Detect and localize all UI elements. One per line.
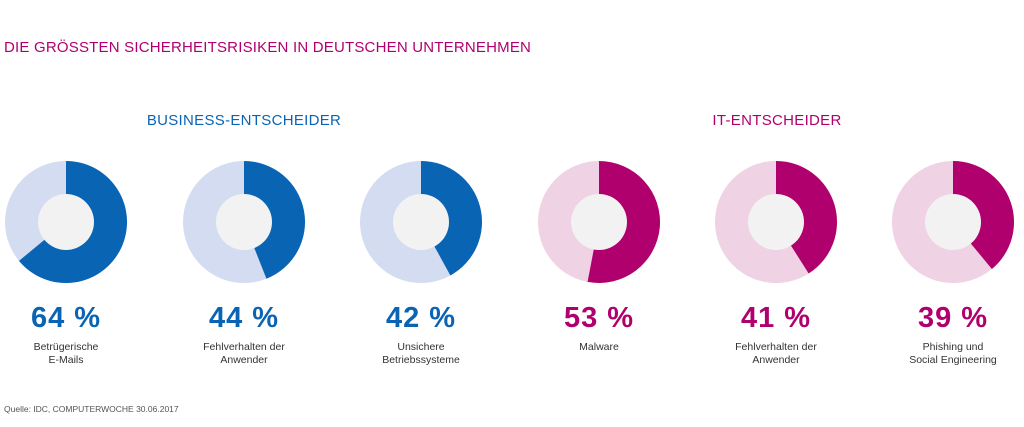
category-label-fehlverhalten-it: Fehlverhalten der Anwender [735, 341, 817, 366]
source-note: Quelle: IDC, COMPUTERWOCHE 30.06.2017 [4, 404, 179, 414]
donut-chart-betruegerische-emails [5, 161, 128, 283]
percent-value-phishing: 39 % [917, 302, 989, 334]
category-label-betruegerische-emails: Betrügerische E-Mails [33, 341, 99, 366]
percent-value-unsichere-betriebssysteme: 42 % [385, 302, 457, 334]
donut-center [571, 194, 627, 250]
donut-chart-fehlverhalten-business [183, 161, 306, 283]
donut-chart-unsichere-betriebssysteme [360, 161, 482, 283]
percent-value-fehlverhalten-business: 44 % [208, 302, 280, 334]
category-label-phishing: Phishing und Social Engineering [909, 341, 997, 366]
donut-chart-phishing [892, 161, 1014, 283]
donut-center [925, 194, 981, 250]
donut-chart-malware [538, 161, 660, 283]
page-title: DIE GRÖSSTEN SICHERHEITSRISIKEN IN DEUTS… [4, 39, 532, 56]
donut-value-segment [953, 161, 1014, 269]
donut-center [216, 194, 272, 250]
donut-center [393, 194, 449, 250]
donut-value-segment [244, 161, 306, 279]
group-title-it: IT-ENTSCHEIDER [712, 112, 842, 129]
percent-value-fehlverhalten-it: 41 % [740, 302, 812, 334]
percent-value-malware: 53 % [563, 302, 635, 334]
donut-chart-fehlverhalten-it [715, 161, 837, 283]
donut-value-segment [421, 161, 482, 276]
donut-center [748, 194, 804, 250]
category-label-unsichere-betriebssysteme: Unsichere Betriebssysteme [382, 341, 460, 366]
category-label-malware: Malware [579, 341, 619, 353]
group-title-business: BUSINESS-ENTSCHEIDER [146, 112, 342, 129]
category-label-fehlverhalten-business: Fehlverhalten der Anwender [203, 341, 285, 366]
percent-value-betruegerische-emails: 64 % [30, 302, 102, 334]
donut-center [38, 194, 94, 250]
